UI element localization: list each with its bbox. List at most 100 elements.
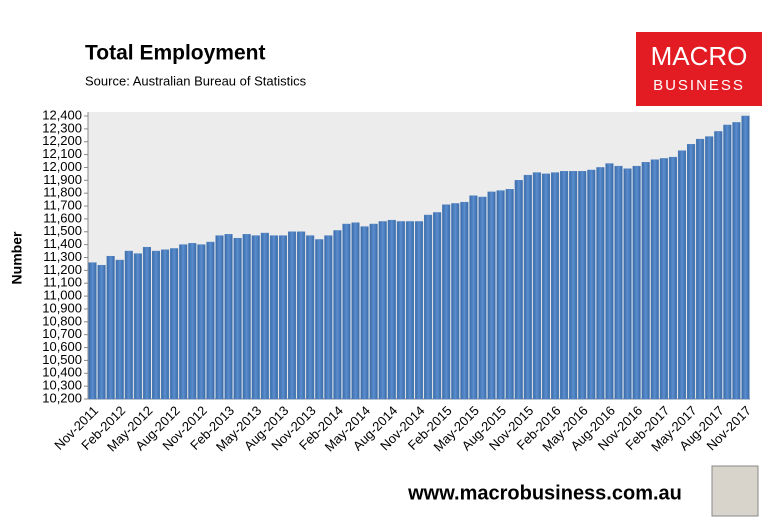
bar <box>333 230 342 400</box>
y-tick-label: 11,200 <box>43 262 82 277</box>
bar <box>369 223 378 400</box>
logo-top: MACRO <box>651 41 748 71</box>
bar <box>442 204 451 400</box>
y-tick-label: 10,200 <box>42 390 82 405</box>
bar <box>696 138 705 400</box>
bar <box>650 159 659 400</box>
bar <box>514 180 523 400</box>
bar <box>677 150 687 400</box>
bar <box>424 214 433 400</box>
bar <box>170 248 179 400</box>
bar <box>151 250 161 400</box>
logo-bottom: BUSINESS <box>653 77 745 94</box>
bar <box>224 234 233 400</box>
bar <box>414 221 424 400</box>
bar <box>179 244 188 400</box>
bar <box>206 241 215 400</box>
bar <box>560 171 569 400</box>
y-tick-label: 11,000 <box>43 288 82 303</box>
bar <box>541 173 551 400</box>
bar <box>260 232 269 400</box>
y-tick-label: 11,700 <box>43 197 82 212</box>
y-tick-label: 11,800 <box>43 185 82 200</box>
bar <box>596 167 605 400</box>
bar <box>668 156 677 400</box>
bar <box>306 235 315 400</box>
y-tick-label: 10,600 <box>42 339 82 354</box>
bar <box>523 174 532 400</box>
bar <box>686 144 696 400</box>
bar <box>233 237 242 400</box>
bar <box>732 122 741 400</box>
bar <box>705 136 714 400</box>
bar <box>587 169 596 400</box>
fox-icon <box>711 465 759 517</box>
bar <box>532 172 541 400</box>
bar <box>278 235 288 400</box>
logo-box <box>636 32 762 106</box>
bar <box>360 226 369 400</box>
bar <box>242 234 251 400</box>
bar <box>351 222 360 400</box>
y-tick-label: 12,000 <box>42 159 82 174</box>
y-tick-label: 12,200 <box>42 133 82 148</box>
bar <box>614 165 623 400</box>
bar <box>324 235 333 400</box>
bar <box>641 162 650 400</box>
bar <box>569 171 578 400</box>
bar <box>487 191 496 400</box>
y-tick-label: 10,700 <box>42 326 82 341</box>
chart-title: Total Employment <box>85 42 265 65</box>
bar <box>469 195 478 400</box>
bar <box>378 221 387 400</box>
y-tick-label: 11,100 <box>43 275 82 290</box>
bar <box>115 259 124 400</box>
bar <box>659 158 668 400</box>
y-tick-label: 10,400 <box>42 365 82 380</box>
y-axis-label: Number <box>9 231 25 284</box>
y-tick-label: 12,100 <box>42 146 82 161</box>
y-tick-label: 10,300 <box>42 378 82 393</box>
y-tick-label: 10,500 <box>42 352 82 367</box>
bar <box>387 219 396 400</box>
bar <box>97 264 106 400</box>
bar <box>133 253 142 400</box>
bar <box>623 168 632 400</box>
bar <box>215 235 224 400</box>
chart-subtitle: Source: Australian Bureau of Statistics <box>85 73 307 88</box>
bar <box>451 203 460 400</box>
bar <box>188 243 197 400</box>
bar <box>723 124 732 400</box>
bar <box>124 250 133 400</box>
y-tick-label: 12,400 <box>42 107 82 122</box>
bar <box>433 212 442 400</box>
bar <box>632 165 641 400</box>
y-tick-label: 11,400 <box>43 236 82 251</box>
bar <box>342 223 351 400</box>
y-tick-label: 11,900 <box>43 172 82 187</box>
bar <box>605 163 614 400</box>
bar <box>197 244 206 400</box>
bar <box>315 239 324 400</box>
y-tick-label: 10,800 <box>42 313 82 328</box>
bar <box>578 171 587 400</box>
bar <box>142 246 152 400</box>
bar <box>714 131 723 400</box>
y-tick-label: 11,500 <box>43 223 82 238</box>
y-tick-label: 10,900 <box>42 300 82 315</box>
bar <box>505 189 514 400</box>
bar <box>297 231 306 400</box>
bar <box>460 201 469 400</box>
bar <box>405 221 414 400</box>
y-tick-label: 11,600 <box>43 210 82 225</box>
footer-url: www.macrobusiness.com.au <box>407 482 682 504</box>
bar <box>396 221 405 400</box>
bar <box>269 235 278 400</box>
bar <box>741 115 750 400</box>
bar <box>106 255 115 400</box>
bar <box>496 190 505 400</box>
bar <box>478 196 487 400</box>
bar <box>287 231 297 400</box>
bar <box>251 235 260 400</box>
